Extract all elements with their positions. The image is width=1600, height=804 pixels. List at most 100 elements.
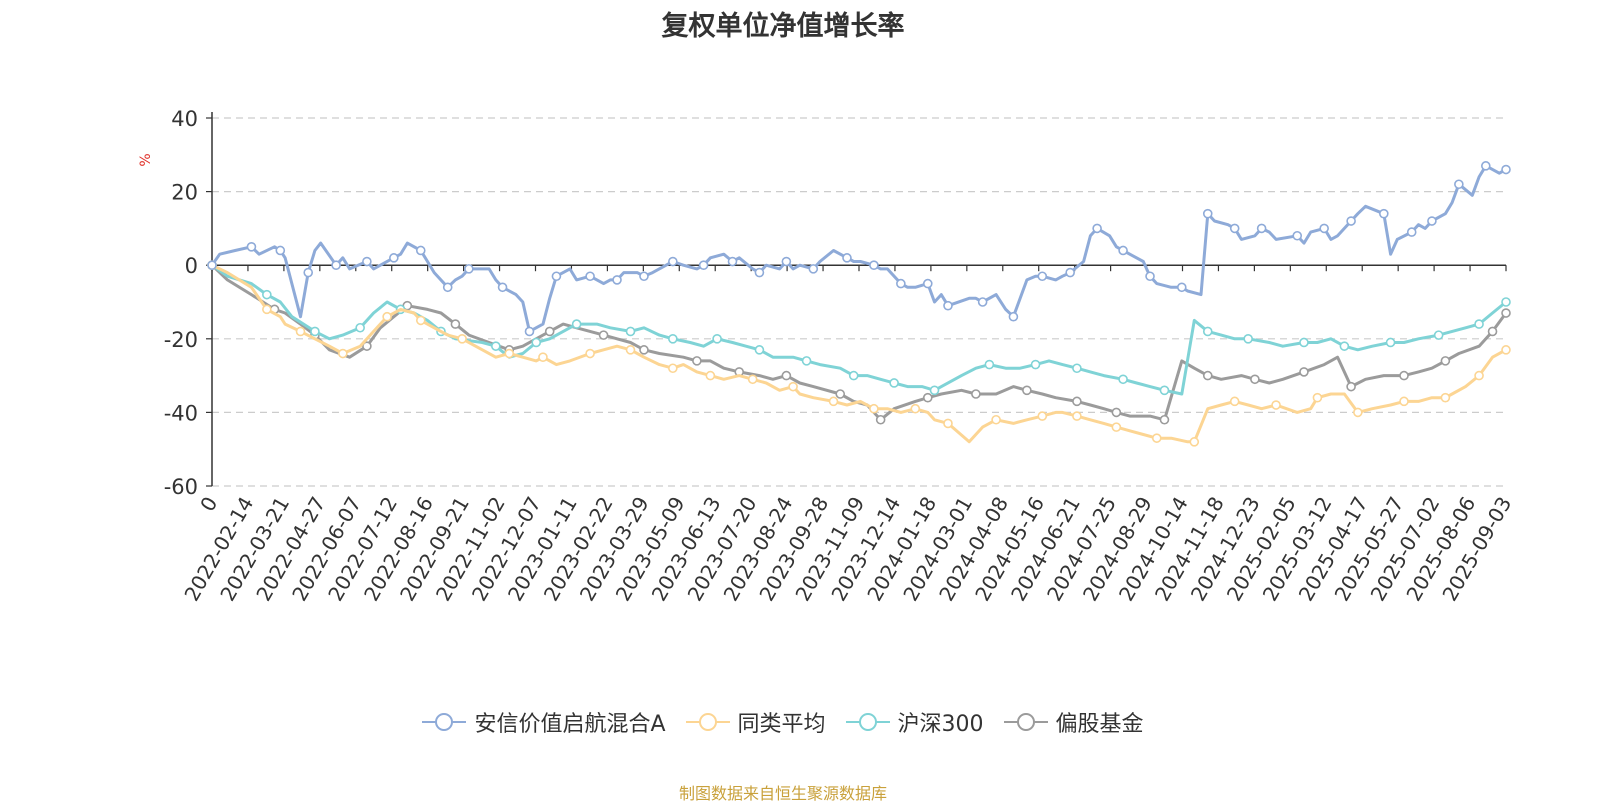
data-point — [977, 297, 988, 307]
data-point — [544, 326, 555, 337]
data-point — [1474, 319, 1484, 329]
data-point — [1339, 341, 1350, 351]
data-point — [1072, 411, 1082, 421]
y-tick-label: 0 — [185, 254, 198, 278]
data-point — [1159, 414, 1170, 425]
data-point — [1118, 245, 1128, 256]
data-point — [875, 414, 886, 425]
data-point — [1312, 392, 1323, 403]
data-point — [310, 326, 320, 337]
data-point — [1501, 297, 1511, 307]
data-point — [303, 267, 314, 278]
source-note: 制图数据来自恒生聚源数据库 — [678, 784, 887, 803]
data-point — [1189, 437, 1200, 447]
legend-item[interactable]: 安信价值启航混合A — [422, 706, 666, 738]
data-point — [551, 271, 562, 282]
data-point — [612, 275, 622, 285]
data-point — [1353, 407, 1363, 418]
data-point — [524, 326, 535, 337]
data-point — [598, 330, 609, 340]
data-point — [781, 370, 792, 381]
data-point — [457, 333, 467, 344]
data-point — [754, 345, 765, 355]
data-point — [355, 322, 365, 333]
data-point — [828, 396, 839, 407]
data-point — [275, 245, 286, 256]
data-point — [389, 253, 399, 263]
legend-item[interactable]: 沪深300 — [845, 706, 984, 738]
data-point — [1256, 223, 1267, 234]
data-point — [1145, 271, 1155, 282]
data-point — [1202, 208, 1213, 219]
data-point — [971, 389, 981, 399]
data-point — [1292, 230, 1303, 241]
data-point — [1454, 179, 1464, 190]
data-point — [585, 271, 595, 282]
data-point — [727, 256, 738, 267]
data-point — [415, 245, 426, 256]
chart-title: 复权单位净值增长率 — [661, 11, 905, 42]
data-point — [1440, 392, 1451, 403]
data-point — [531, 337, 542, 348]
legend-label: 偏股基金 — [1055, 712, 1144, 737]
data-point — [991, 414, 1001, 425]
data-point — [1299, 367, 1309, 377]
data-point — [835, 389, 846, 399]
data-point — [668, 363, 678, 374]
data-point — [1427, 216, 1437, 226]
data-point — [1037, 271, 1048, 282]
data-point — [1118, 374, 1128, 385]
data-point — [207, 260, 217, 271]
data-point — [262, 289, 272, 300]
legend-item[interactable]: 同类平均 — [685, 706, 826, 738]
y-tick-label: 40 — [171, 107, 198, 131]
data-point — [1202, 326, 1213, 337]
data-point — [1037, 411, 1048, 421]
data-point — [943, 418, 953, 429]
data-point — [1111, 407, 1122, 418]
legend-line-circle-icon — [1003, 713, 1048, 731]
data-point — [415, 315, 426, 326]
x-axis: 02022-02-142022-03-212022-04-272022-06-0… — [179, 264, 1516, 605]
data-point — [668, 333, 678, 344]
data-point — [571, 319, 582, 329]
data-point — [848, 370, 859, 381]
data-point — [1250, 374, 1260, 385]
data-point — [1030, 359, 1041, 370]
data-point — [869, 260, 879, 271]
data-point — [1022, 385, 1032, 396]
data-point — [943, 300, 953, 311]
data-point — [497, 282, 508, 293]
legend-line-circle-icon — [422, 713, 467, 731]
data-point — [922, 392, 933, 403]
y-tick-label: -20 — [164, 328, 198, 352]
data-point — [712, 333, 722, 344]
y-axis-label: % — [138, 153, 154, 166]
data-point — [788, 381, 798, 392]
data-point — [625, 326, 636, 337]
data-point — [450, 319, 461, 329]
data-point — [1487, 326, 1498, 337]
data-point — [1319, 223, 1329, 234]
data-point — [922, 278, 933, 289]
data-point — [639, 271, 649, 282]
data-point — [1072, 363, 1082, 374]
data-point — [889, 378, 899, 388]
legend-item[interactable]: 偏股基金 — [1003, 706, 1144, 738]
data-point — [1229, 396, 1240, 407]
data-point — [1480, 161, 1491, 171]
data-point — [1092, 223, 1102, 234]
data-point — [896, 278, 906, 289]
data-point — [808, 264, 819, 274]
data-point — [754, 267, 765, 278]
series-lines — [207, 161, 1511, 447]
series-line-2 — [211, 263, 1507, 396]
y-axis: 40 20 0 -20 -40 -60 — [164, 107, 213, 499]
y-tick-label: 20 — [171, 181, 198, 205]
data-point — [1299, 337, 1309, 348]
data-point — [801, 356, 812, 366]
data-point — [692, 356, 702, 366]
data-point — [929, 385, 940, 396]
legend-label: 同类平均 — [737, 712, 826, 737]
data-point — [1346, 216, 1356, 226]
